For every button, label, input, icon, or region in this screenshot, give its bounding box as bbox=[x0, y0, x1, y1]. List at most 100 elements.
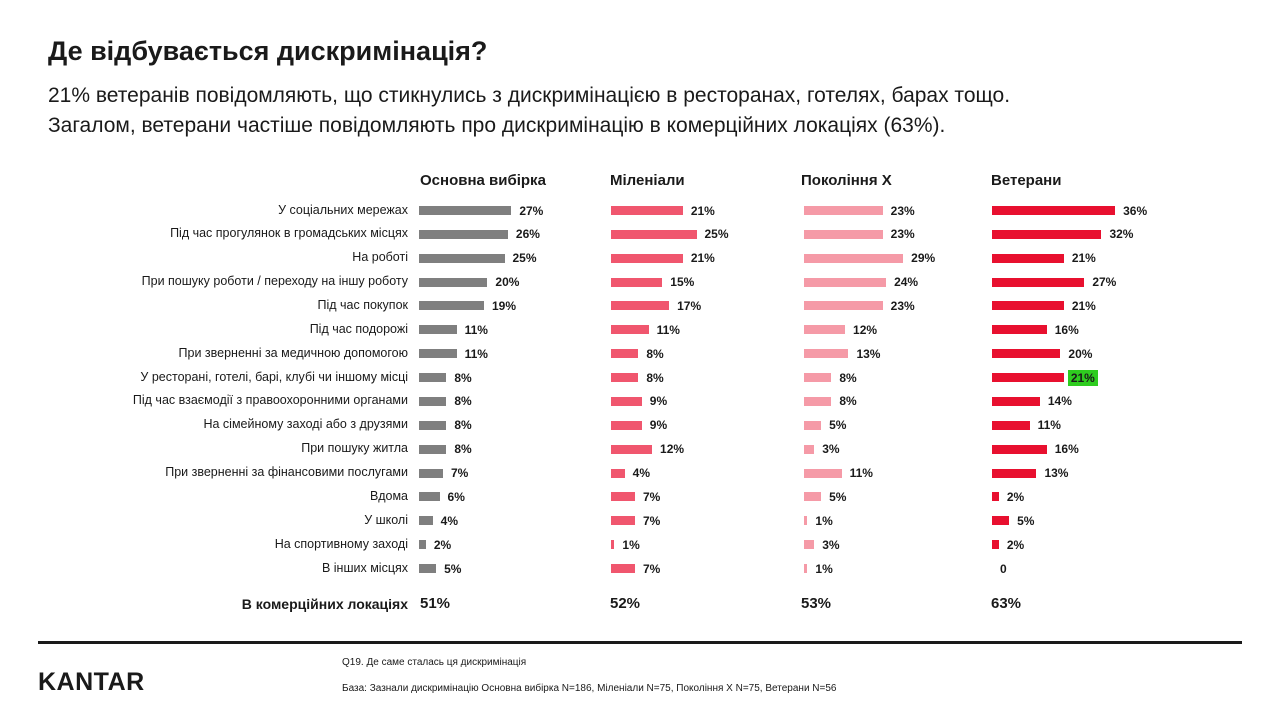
bar bbox=[611, 420, 642, 430]
bar bbox=[419, 396, 447, 406]
commercial-value: 53% bbox=[801, 595, 832, 612]
data-label: 23% bbox=[890, 203, 915, 218]
category-label: На сімейному заході або з друзями bbox=[203, 417, 408, 432]
data-label: 4% bbox=[632, 466, 651, 481]
bar bbox=[611, 468, 625, 478]
data-label: 4% bbox=[440, 513, 459, 528]
bar bbox=[611, 492, 635, 502]
data-label: 15% bbox=[670, 275, 695, 290]
column-header: Ветерани bbox=[991, 172, 1062, 189]
data-label: 1% bbox=[815, 513, 833, 528]
bar bbox=[804, 516, 808, 526]
data-label: 2% bbox=[1006, 537, 1025, 552]
category-label: Під час покупок bbox=[317, 297, 409, 312]
bar bbox=[804, 349, 849, 359]
data-label: 32% bbox=[1109, 227, 1134, 242]
data-label: 7% bbox=[642, 513, 661, 528]
data-label: 29% bbox=[911, 251, 936, 266]
column-header: Основна вибірка bbox=[420, 172, 546, 189]
bar bbox=[611, 277, 663, 287]
data-label: 5% bbox=[829, 489, 847, 504]
bar bbox=[419, 420, 447, 430]
bar bbox=[611, 229, 697, 239]
category-label: При зверненні за фінансовими послугами bbox=[165, 465, 408, 480]
category-label: На спортивному заході bbox=[274, 536, 408, 551]
data-label: 12% bbox=[853, 322, 878, 337]
bar bbox=[804, 492, 822, 502]
data-label: 14% bbox=[1047, 394, 1072, 409]
category-label: Вдома bbox=[370, 488, 408, 503]
bar bbox=[992, 516, 1010, 526]
data-label: 7% bbox=[450, 466, 469, 481]
question-note: Q19. Де саме сталась ця дискримінація bbox=[342, 657, 527, 668]
category-label: При пошуку роботи / переходу на іншу роб… bbox=[141, 274, 408, 289]
bar bbox=[611, 301, 670, 311]
category-label: На роботі bbox=[352, 250, 408, 265]
bar bbox=[611, 373, 639, 383]
bar bbox=[611, 444, 653, 454]
data-label: 20% bbox=[495, 275, 520, 290]
bar bbox=[419, 444, 447, 454]
bar bbox=[419, 253, 505, 263]
data-label: 16% bbox=[1054, 442, 1079, 457]
data-label: 2% bbox=[1006, 489, 1025, 504]
data-label: 2% bbox=[433, 537, 452, 552]
bar bbox=[992, 301, 1064, 311]
bar bbox=[611, 540, 615, 550]
data-label: 5% bbox=[829, 418, 847, 433]
bar bbox=[992, 373, 1064, 383]
category-label: У соціальних мережах bbox=[278, 202, 408, 217]
bar bbox=[419, 277, 488, 287]
data-label: 7% bbox=[642, 561, 661, 576]
footer-divider bbox=[38, 641, 1242, 644]
data-label: 8% bbox=[454, 394, 472, 409]
category-label: Під час взаємодії з правоохоронними орга… bbox=[132, 393, 408, 408]
data-label: 3% bbox=[822, 537, 840, 552]
bar bbox=[992, 420, 1030, 430]
data-label: 25% bbox=[512, 251, 537, 266]
data-label: 16% bbox=[1054, 322, 1079, 337]
bar bbox=[804, 420, 822, 430]
data-label: 13% bbox=[1044, 466, 1069, 481]
category-label: При зверненні за медичною допомогою bbox=[178, 345, 408, 360]
category-label: Під час прогулянок в громадських місцях bbox=[170, 226, 408, 241]
data-label: 26% bbox=[515, 227, 540, 242]
page-title: Де відбувається дискримінація? bbox=[48, 36, 488, 66]
data-label: 11% bbox=[656, 322, 680, 337]
bar bbox=[804, 253, 904, 263]
bar bbox=[611, 253, 683, 263]
data-label: 23% bbox=[890, 227, 915, 242]
data-label: 21% bbox=[1067, 369, 1098, 386]
data-label: 11% bbox=[464, 346, 488, 361]
data-label: 8% bbox=[839, 394, 857, 409]
bar bbox=[992, 325, 1047, 335]
commercial-value: 63% bbox=[991, 595, 1022, 612]
data-label: 21% bbox=[690, 251, 715, 266]
bar bbox=[419, 349, 457, 359]
data-label: 9% bbox=[649, 394, 668, 409]
data-label: 1% bbox=[815, 561, 833, 576]
category-label: Під час подорожі bbox=[309, 321, 408, 336]
bar bbox=[804, 564, 808, 574]
bar bbox=[992, 492, 999, 502]
bar bbox=[992, 396, 1040, 406]
bar bbox=[992, 444, 1047, 454]
data-label: 24% bbox=[894, 275, 919, 290]
bar bbox=[992, 277, 1085, 287]
data-label: 8% bbox=[839, 370, 857, 385]
subtitle-line-1: 21% ветеранів повідомляють, що стикнулис… bbox=[48, 84, 1011, 107]
bar bbox=[419, 468, 443, 478]
bar bbox=[419, 540, 426, 550]
data-label: 11% bbox=[464, 322, 488, 337]
category-label: В інших місцях bbox=[321, 560, 408, 575]
data-label: 12% bbox=[660, 442, 685, 457]
data-label: 0 bbox=[1000, 561, 1007, 576]
bar bbox=[611, 564, 635, 574]
data-label: 11% bbox=[1037, 418, 1061, 433]
category-label: У школі bbox=[364, 512, 408, 527]
data-label: 21% bbox=[1071, 251, 1096, 266]
data-label: 27% bbox=[519, 203, 544, 218]
bar bbox=[804, 301, 883, 311]
bar bbox=[419, 564, 437, 574]
bar bbox=[804, 325, 846, 335]
